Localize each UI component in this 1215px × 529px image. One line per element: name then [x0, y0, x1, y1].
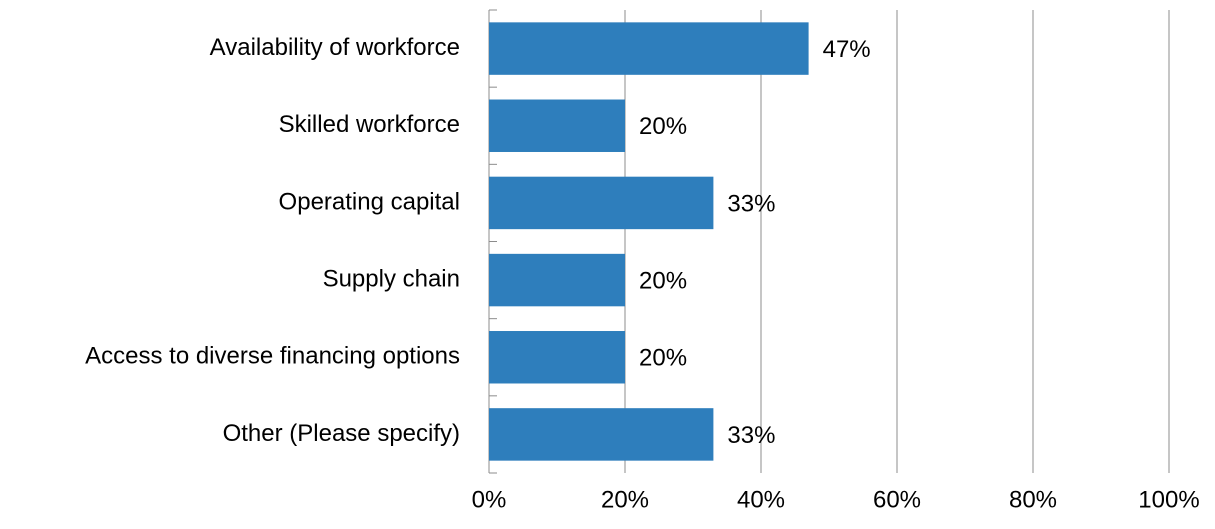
x-tick-label: 100% — [1138, 486, 1199, 513]
data-label: 33% — [727, 422, 775, 449]
bar — [489, 331, 625, 384]
data-label: 20% — [639, 267, 687, 294]
x-tick-label: 40% — [737, 486, 785, 513]
y-tick-label: Supply chain — [323, 265, 460, 292]
bar — [489, 176, 714, 230]
y-tick-label: Access to diverse financing options — [85, 343, 460, 370]
x-tick-label: 80% — [1009, 486, 1057, 513]
y-tick-label: Operating capital — [279, 188, 460, 215]
bar — [489, 253, 625, 307]
y-tick-label: Other (Please specify) — [223, 420, 460, 447]
x-tick-label: 20% — [601, 486, 649, 513]
y-tick-label: Skilled workforce — [279, 111, 460, 138]
x-tick-label: 60% — [873, 486, 921, 513]
data-label: 47% — [823, 36, 871, 63]
data-label: 20% — [639, 345, 687, 372]
data-label: 33% — [727, 190, 775, 217]
bar — [489, 22, 809, 75]
x-tick-label: 0% — [472, 486, 507, 513]
bar — [489, 99, 625, 152]
y-tick-label: Availability of workforce — [210, 34, 460, 61]
bar — [489, 408, 714, 461]
data-label: 20% — [639, 113, 687, 140]
